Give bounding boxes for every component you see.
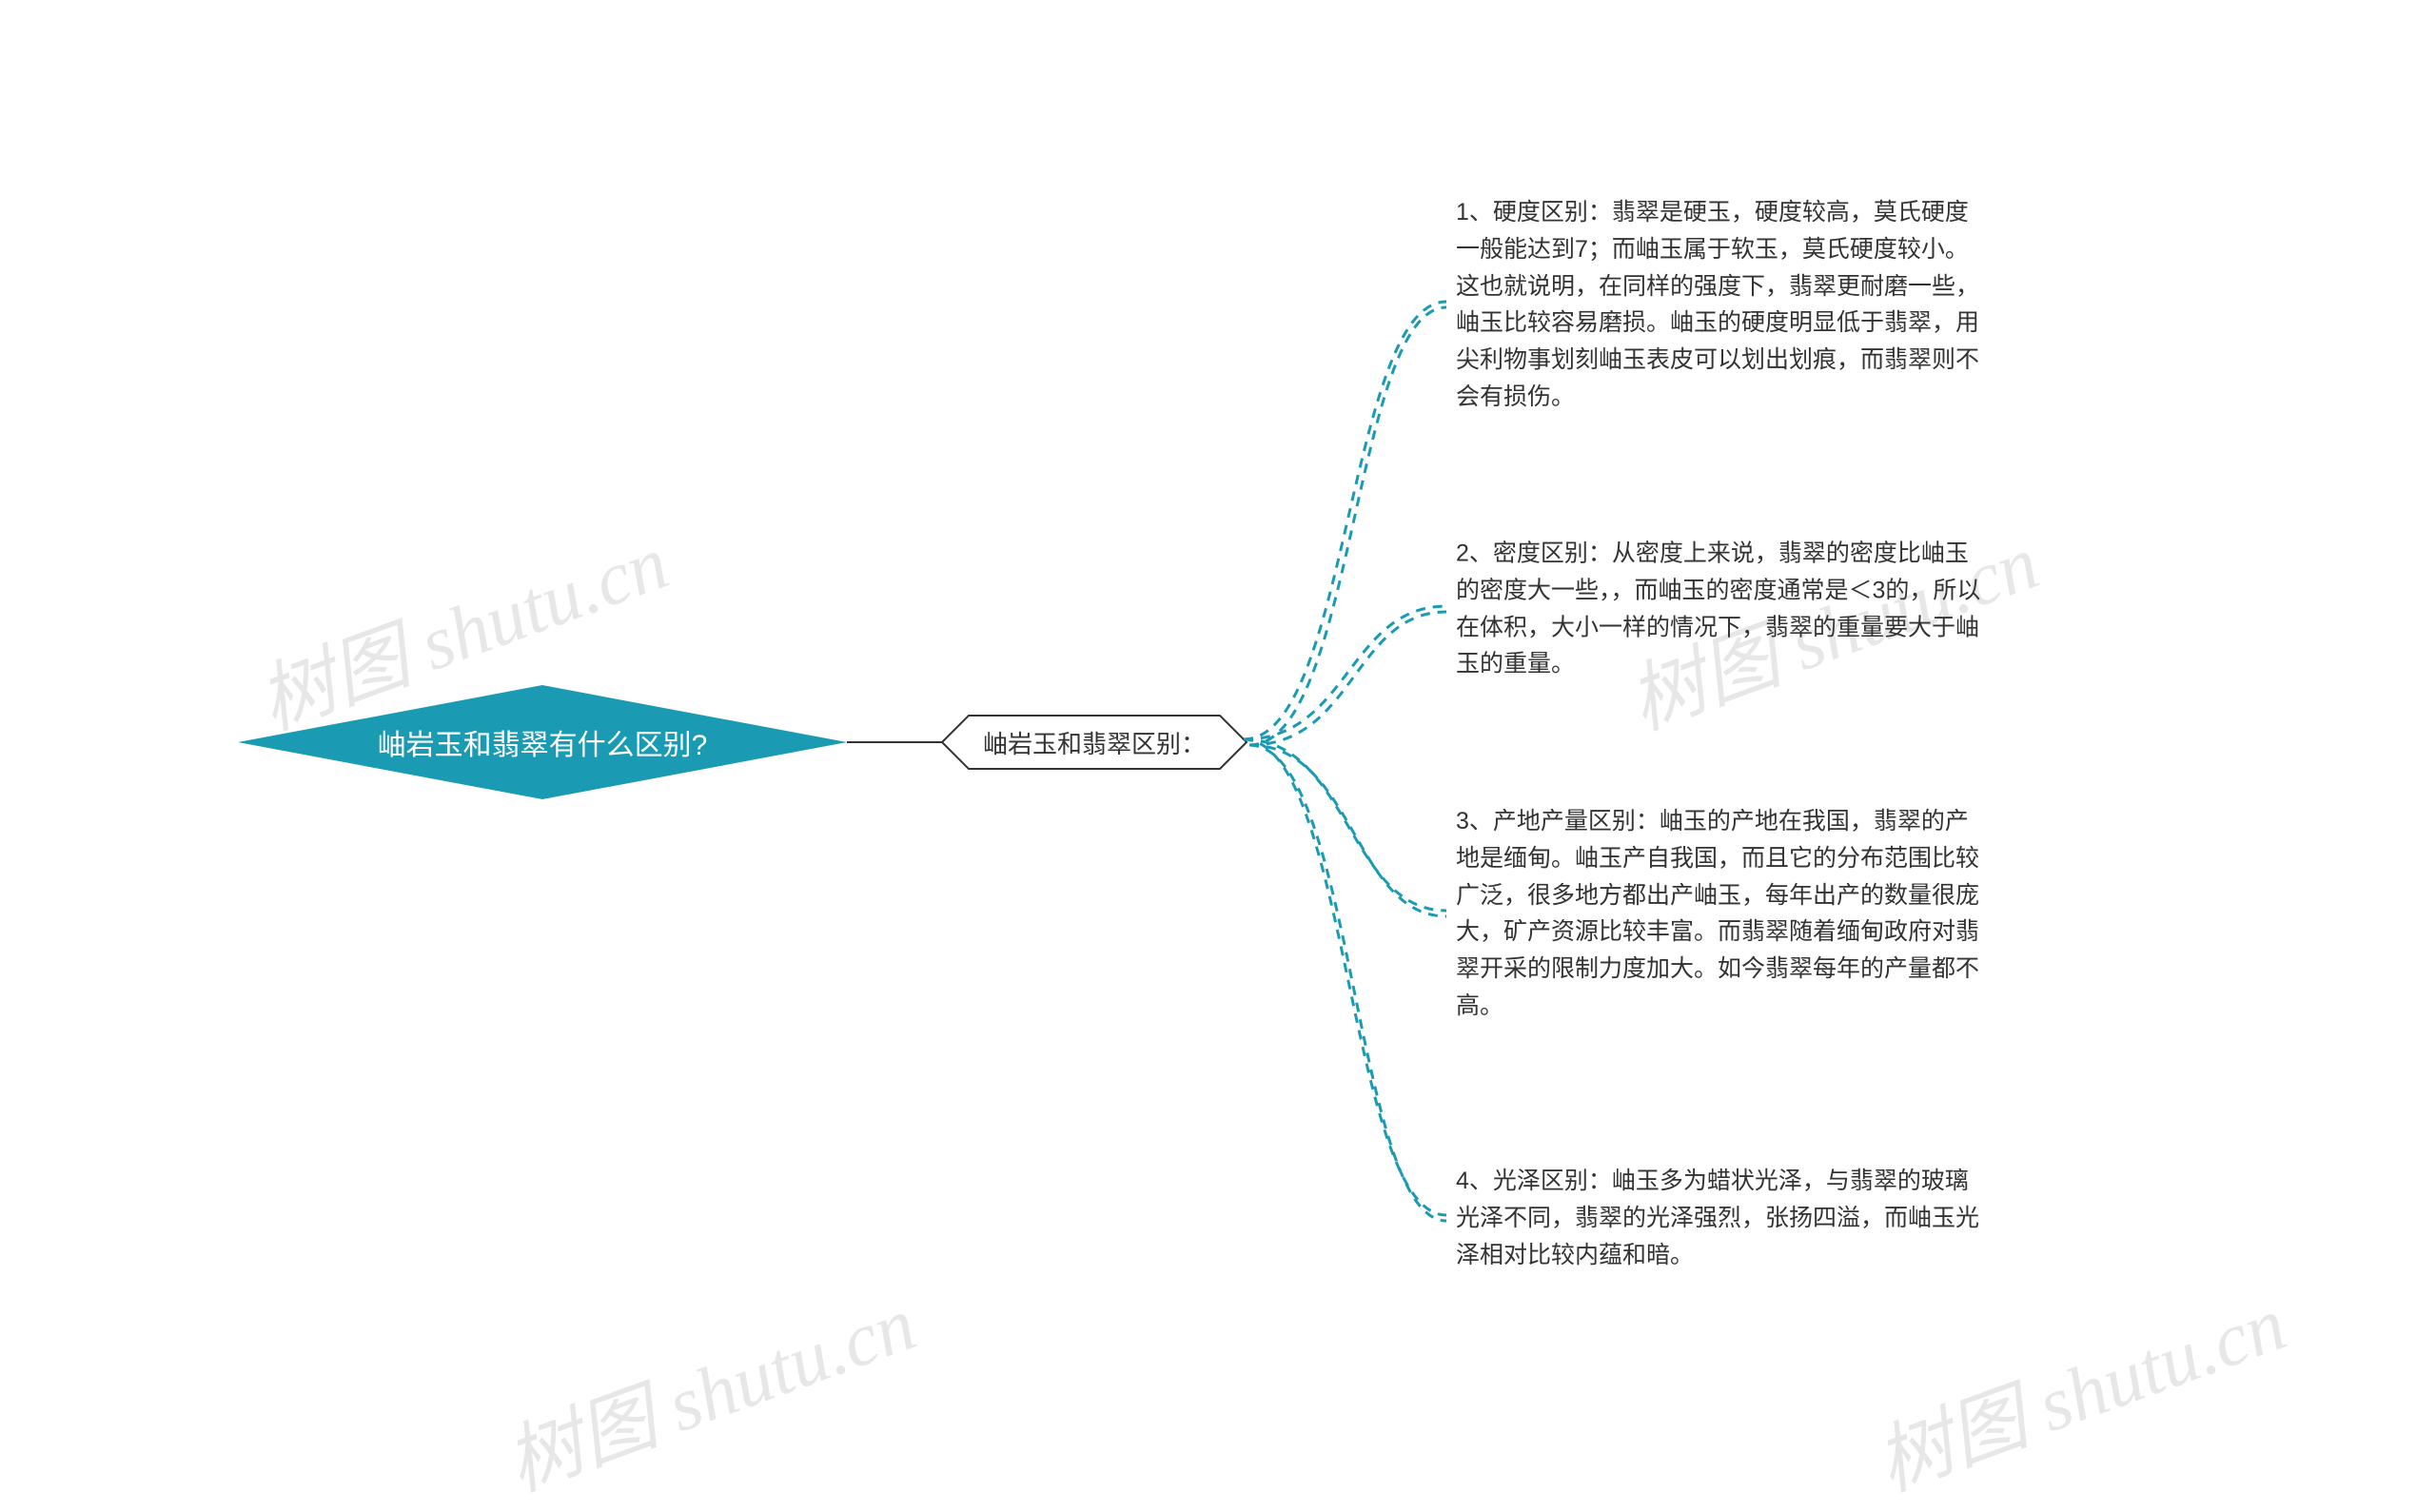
leaf-node: 2、密度区别：从密度上来说，翡翠的密度比岫玉的密度大一些，，而岫玉的密度通常是＜…: [1456, 536, 1989, 683]
leaf-node: 4、光泽区别：岫玉多为蜡状光泽，与翡翠的玻璃光泽不同，翡翠的光泽强烈，张扬四溢，…: [1456, 1163, 1989, 1273]
leaf-node-label: 4、光泽区别：岫玉多为蜡状光泽，与翡翠的玻璃光泽不同，翡翠的光泽强烈，张扬四溢，…: [1456, 1168, 1979, 1268]
connector-sub-leaf: [1244, 302, 1446, 739]
connector-sub-leaf: [1244, 739, 1446, 1215]
root-node-label: 岫岩玉和翡翠有什么区别?: [378, 721, 708, 763]
connector-sub-leaf: [1244, 606, 1446, 739]
connector-sub-leaf: [1249, 745, 1446, 916]
root-node: 岫岩玉和翡翠有什么区别?: [238, 685, 847, 799]
connector-sub-leaf: [1244, 739, 1446, 911]
watermark-text: 树图 shutu.cn: [496, 1282, 926, 1506]
connectors-sub-leaves: [1244, 302, 1446, 1221]
leaf-node-label: 3、产地产量区别：岫玉的产地在我国，翡翠的产地是缅甸。岫玉产自我国，而且它的分布…: [1456, 808, 1979, 1019]
watermark: 树图 shutu.cn: [489, 1263, 928, 1512]
sub-node-label: 岫岩玉和翡翠区别：: [983, 725, 1206, 760]
connector-sub-leaf: [1249, 745, 1446, 1221]
watermark-text: 树图 shutu.cn: [1866, 1282, 2296, 1506]
sub-node: 岫岩玉和翡翠区别：: [942, 716, 1247, 769]
leaf-node-label: 2、密度区别：从密度上来说，翡翠的密度比岫玉的密度大一些，，而岫玉的密度通常是＜…: [1456, 540, 1980, 677]
connector-sub-leaf: [1249, 612, 1446, 745]
connector-sub-leaf: [1249, 307, 1446, 745]
leaf-node-label: 1、硬度区别：翡翠是硬玉，硬度较高，莫氏硬度一般能达到7；而岫玉属于软玉，莫氏硬…: [1456, 199, 1979, 410]
leaf-node: 1、硬度区别：翡翠是硬玉，硬度较高，莫氏硬度一般能达到7；而岫玉属于软玉，莫氏硬…: [1456, 194, 1989, 416]
watermark: 树图 shutu.cn: [1859, 1263, 2298, 1512]
leaf-node: 3、产地产量区别：岫玉的产地在我国，翡翠的产地是缅甸。岫玉产自我国，而且它的分布…: [1456, 803, 1989, 1025]
